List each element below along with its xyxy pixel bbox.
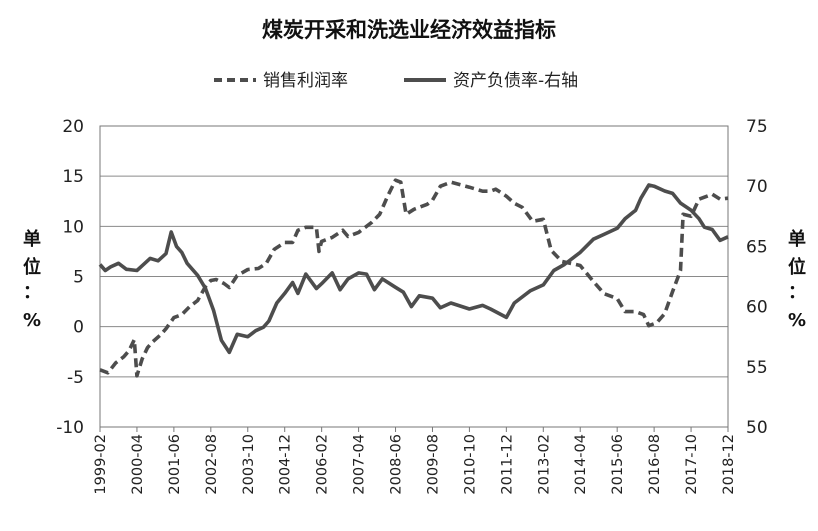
x-tick-label: 2014-04 xyxy=(573,434,589,495)
x-tick-label: 2017-10 xyxy=(684,434,700,495)
plot-frame xyxy=(99,125,729,428)
left-tick-label: 20 xyxy=(62,117,84,137)
left-tick-label: 15 xyxy=(62,167,84,187)
x-tick-label: 1999-02 xyxy=(93,434,109,495)
right-tick-label: 50 xyxy=(746,418,768,438)
legend-label-debt-ratio: 资产负债率-右轴 xyxy=(453,71,578,91)
x-tick-label: 2009-08 xyxy=(425,434,441,495)
left-tick-label: 10 xyxy=(62,217,84,237)
x-tick-label: 2002-08 xyxy=(204,434,220,495)
right-tick-label: 75 xyxy=(746,117,768,137)
series-line-profit-margin xyxy=(99,178,729,378)
left-tick-label: -5 xyxy=(67,368,84,388)
series-line-debt-ratio xyxy=(98,183,729,355)
x-axis: 1999-02 2000-04 2001-06 2002-08 2003-10 2004-… xyxy=(93,427,737,495)
right-unit-char: 单 xyxy=(788,228,806,250)
left-axis-unit: 单 位 ： % xyxy=(23,228,41,331)
x-tick-label: 2016-08 xyxy=(647,434,663,495)
left-unit-char: 单 xyxy=(23,228,41,250)
x-tick-label: 2010-10 xyxy=(462,434,478,495)
x-tick-label: 2015-06 xyxy=(610,434,626,495)
left-axis: 20 15 10 5 0 -5 -10 xyxy=(56,117,84,438)
chart-title: 煤炭开采和洗选业经济效益指标 xyxy=(262,18,556,42)
left-tick-label: 5 xyxy=(73,268,84,288)
right-tick-label: 55 xyxy=(746,358,768,378)
right-axis: 75 70 65 60 55 50 xyxy=(746,117,768,438)
left-unit-char: ： xyxy=(23,282,41,303)
x-tick-label: 2006-02 xyxy=(315,434,331,495)
legend-label-profit-margin: 销售利润率 xyxy=(263,71,348,91)
right-tick-label: 65 xyxy=(746,237,768,257)
x-tick-label: 2000-04 xyxy=(130,434,146,495)
x-tick-label: 2018-12 xyxy=(721,434,737,495)
left-tick-label: 0 xyxy=(73,318,84,338)
right-axis-unit: 单 位 ： % xyxy=(788,228,806,331)
x-tick-label: 2003-10 xyxy=(241,434,257,495)
x-tick-label: 2011-12 xyxy=(499,434,515,495)
gridlines xyxy=(100,125,728,428)
x-tick-label: 2008-06 xyxy=(389,434,405,495)
left-tick-label: -10 xyxy=(56,418,84,438)
legend: 销售利润率 资产负债率-右轴 xyxy=(214,71,578,91)
left-unit-char: 位 xyxy=(23,256,41,278)
series-layer xyxy=(98,178,729,378)
left-unit-char: % xyxy=(23,310,41,331)
right-tick-label: 60 xyxy=(746,298,768,318)
x-tick-label: 2007-04 xyxy=(352,434,368,495)
right-unit-char: ： xyxy=(788,282,806,303)
right-unit-char: % xyxy=(788,310,806,331)
x-tick-label: 2004-12 xyxy=(278,434,294,495)
x-tick-label: 2013-02 xyxy=(536,434,552,495)
right-unit-char: 位 xyxy=(788,256,806,278)
x-tick-label: 2001-06 xyxy=(167,434,183,495)
right-tick-label: 70 xyxy=(746,177,768,197)
